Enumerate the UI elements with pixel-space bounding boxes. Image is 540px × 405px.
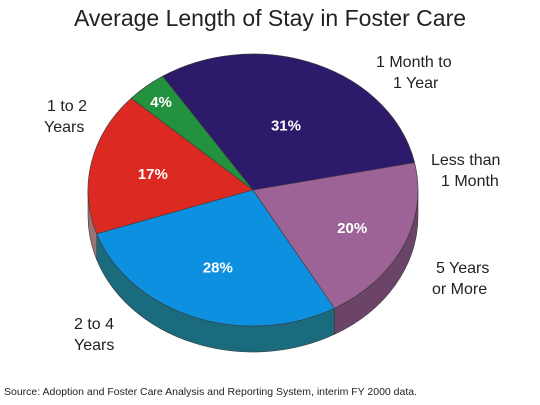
pie-slice-5-years-or-more <box>87 97 254 235</box>
chart-title: Average Length of Stay in Foster Care <box>73 5 467 31</box>
label-5-years-or-more: 5 Years or More <box>432 260 490 298</box>
value-label-31: 31% <box>271 118 301 135</box>
label-1-month-to-1-year: 1 Month to 1 Year <box>376 54 452 92</box>
label-less-than-1-month: Less than 1 Month <box>431 152 501 190</box>
value-label-17: 17% <box>138 166 168 183</box>
label-1-to-2-years: 1 to 2 Years <box>44 98 88 136</box>
value-label-4: 4% <box>150 94 172 111</box>
label-2-to-4-years: 2 to 4 Years <box>74 316 115 354</box>
pie-slice-2-to-4-years <box>96 189 335 327</box>
source-note: Source: Adoption and Foster Care Analysi… <box>4 386 418 398</box>
pie-value-labels: 31% 4% 17% 28% 20% <box>138 94 367 276</box>
pie-slice-1-to-2-years <box>252 162 419 309</box>
pie-slice-1-month-to-1-year <box>162 53 415 191</box>
value-label-28: 28% <box>203 259 233 276</box>
value-label-20: 20% <box>337 220 367 237</box>
pie-top <box>87 53 419 327</box>
